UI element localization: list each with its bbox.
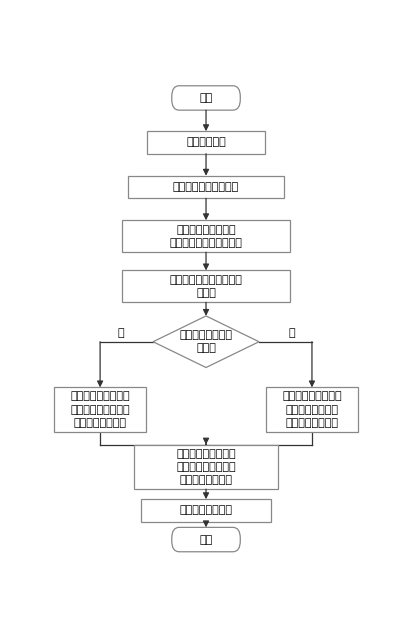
Text: 无: 无 xyxy=(117,329,124,338)
Text: 二分排样找出废料率
最少的方案为最优
单块板材排样方案: 二分排样找出废料率 最少的方案为最优 单块板材排样方案 xyxy=(282,391,341,428)
Text: 遍历矩形工件: 遍历矩形工件 xyxy=(186,137,225,148)
FancyBboxPatch shape xyxy=(140,499,271,522)
FancyBboxPatch shape xyxy=(171,86,240,110)
FancyBboxPatch shape xyxy=(146,131,265,154)
Text: 有: 有 xyxy=(288,329,294,338)
Text: 开始: 开始 xyxy=(199,93,212,103)
Text: 有无废料率为零的
方案？: 有无废料率为零的 方案？ xyxy=(179,330,232,353)
FancyBboxPatch shape xyxy=(128,176,283,198)
Text: 快速举荐首件矩形工件: 快速举荐首件矩形工件 xyxy=(172,182,239,192)
Text: 比较并选择切片使用
数最少的方案为最优
单块板材排样方案: 比较并选择切片使用 数最少的方案为最优 单块板材排样方案 xyxy=(70,391,130,428)
Text: 输出整体排样方案: 输出整体排样方案 xyxy=(179,505,232,515)
FancyBboxPatch shape xyxy=(171,527,240,551)
FancyBboxPatch shape xyxy=(122,271,290,302)
FancyBboxPatch shape xyxy=(134,445,277,489)
FancyBboxPatch shape xyxy=(265,388,357,432)
Text: 选择每块板材的最优
单块板材排样方案，
生成整体排样方案: 选择每块板材的最优 单块板材排样方案， 生成整体排样方案 xyxy=(176,449,235,485)
Text: 结束: 结束 xyxy=(199,535,212,545)
FancyBboxPatch shape xyxy=(122,220,290,252)
FancyBboxPatch shape xyxy=(54,388,146,432)
Text: 计算单块板材排样方案的
废料率: 计算单块板材排样方案的 废料率 xyxy=(169,275,242,298)
Polygon shape xyxy=(153,316,258,368)
Text: 划分待排样区，生成
若干个单块板材排样方案: 划分待排样区，生成 若干个单块板材排样方案 xyxy=(169,225,242,248)
